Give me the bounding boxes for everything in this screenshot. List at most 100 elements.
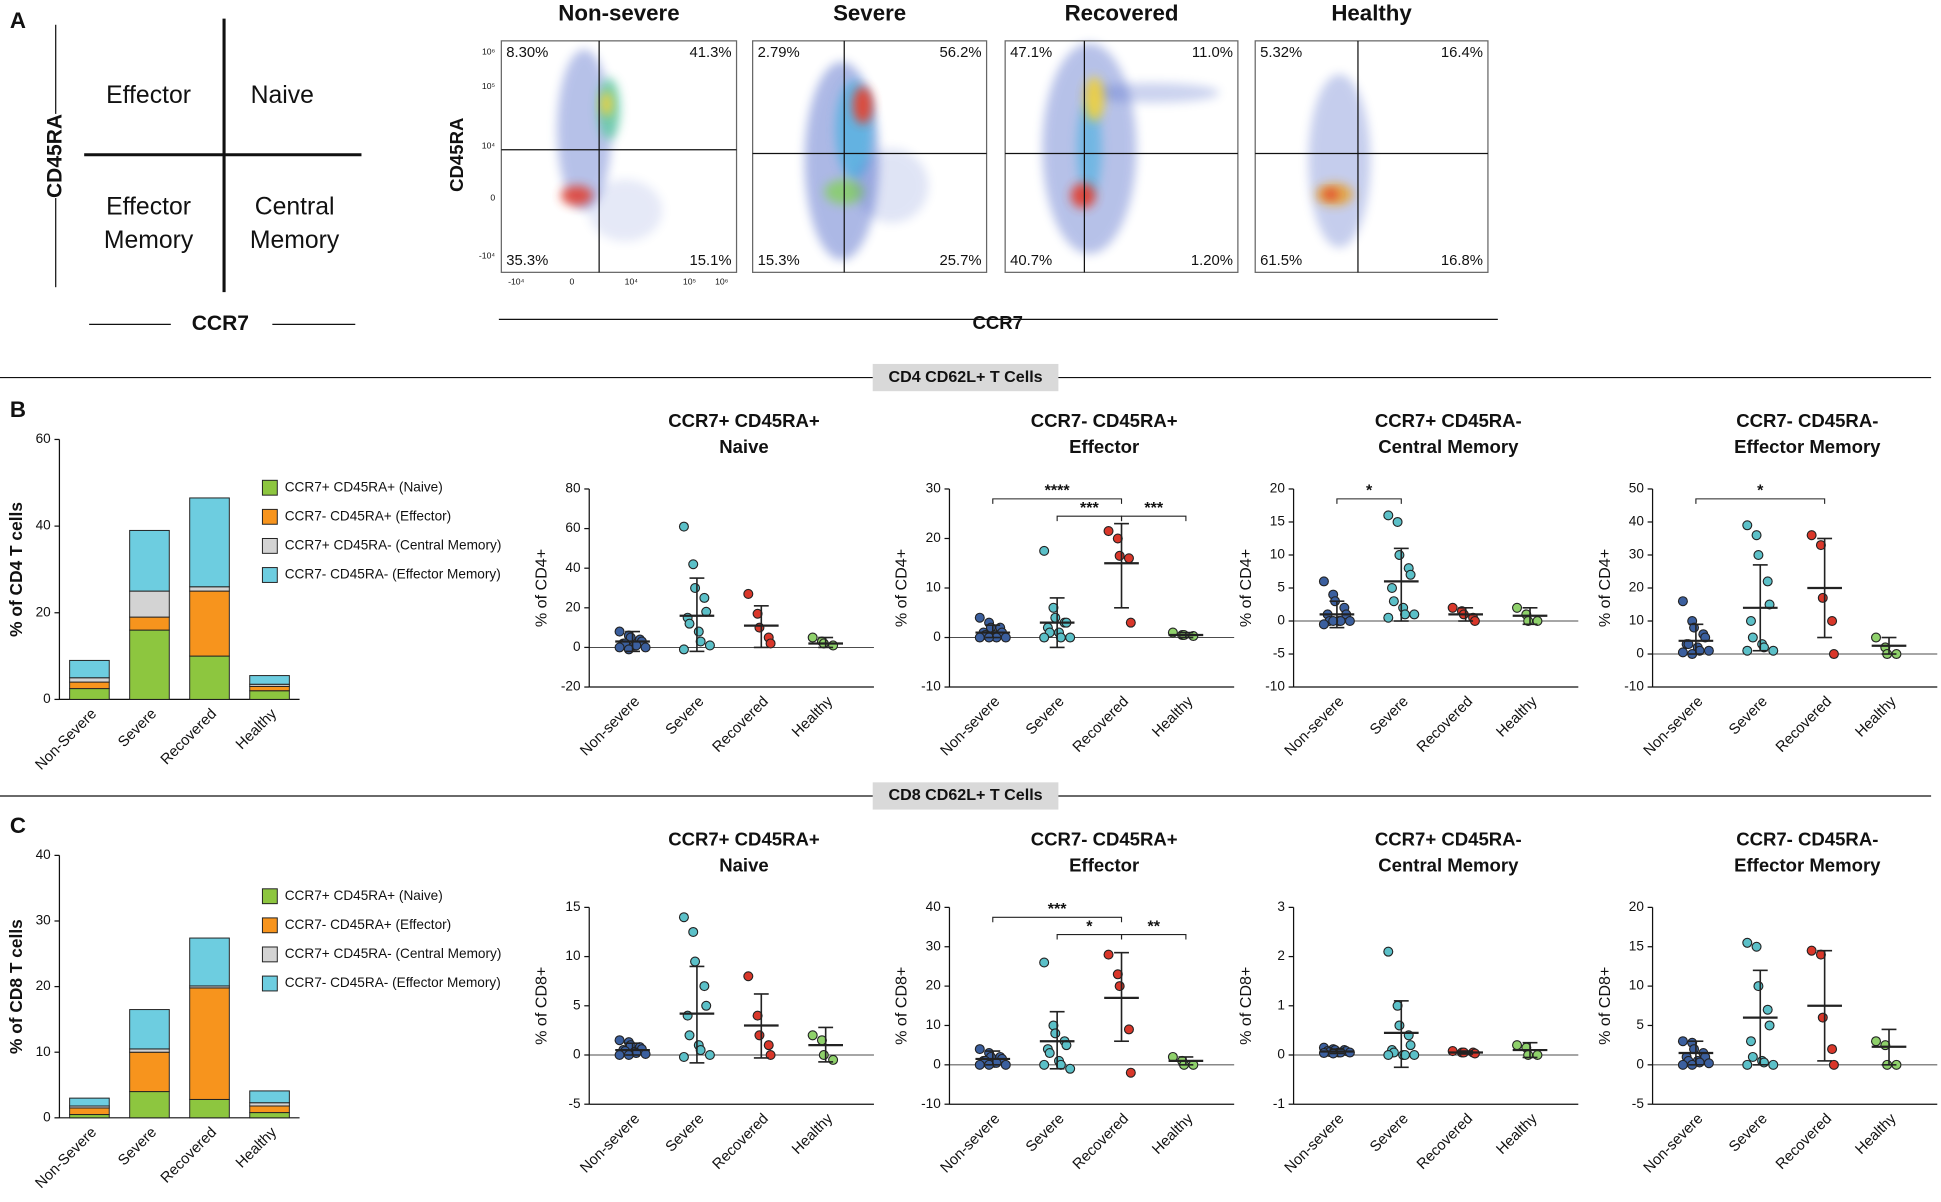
data-point <box>1065 1063 1076 1074</box>
quadrant-percent: 25.7% <box>940 253 982 269</box>
tick-label: Healthy <box>1150 693 1197 740</box>
data-point <box>1050 1028 1061 1039</box>
data-point <box>1870 632 1882 643</box>
data-point <box>1039 545 1050 556</box>
data-point <box>1383 612 1394 623</box>
quadrant-percent: 5.32% <box>1260 45 1302 61</box>
tick-label: Severe <box>1023 1111 1068 1156</box>
legend-label: CCR7+ CD45RA+ (Naive) <box>285 888 443 903</box>
y-tick-label: -10 <box>1624 679 1644 694</box>
axis-title: % of CD8+ <box>1237 967 1255 1045</box>
chart-title: CCR7- CD45RA- <box>1736 410 1878 431</box>
data-point <box>765 638 776 649</box>
tick-label: Non-severe <box>938 694 1004 760</box>
data-point <box>754 1030 765 1041</box>
quadrant-percent: 61.5% <box>1260 253 1302 269</box>
y-tick-label: 30 <box>36 913 52 928</box>
tick-label: Recovered <box>158 1124 220 1186</box>
y-tick-label: 0 <box>1277 1047 1285 1062</box>
data-point <box>1039 1059 1050 1070</box>
quadrant-percent: 41.3% <box>689 45 731 61</box>
data-point <box>690 956 701 967</box>
y-tick-label: 40 <box>1629 514 1645 529</box>
data-point <box>1344 615 1355 627</box>
data-point <box>743 588 754 599</box>
density <box>1070 183 1096 208</box>
density <box>557 49 612 211</box>
tick-label: Healthy <box>233 1124 280 1171</box>
y-tick-label: 10 <box>1629 978 1645 993</box>
data-point <box>614 1049 625 1061</box>
data-point <box>640 642 651 653</box>
legend-swatch <box>261 975 278 992</box>
density <box>1084 76 1105 122</box>
significance-bracket <box>992 498 1123 504</box>
tick-label: Non-severe <box>1282 1111 1348 1177</box>
data-point <box>1039 957 1050 968</box>
flow-tick-label: -10⁴ <box>508 277 525 287</box>
flow-tick-label: 0 <box>569 277 574 287</box>
y-tick-label: 3 <box>1277 899 1285 914</box>
data-point <box>1747 1051 1758 1062</box>
data-point <box>1753 981 1764 992</box>
y-tick-label: 30 <box>926 481 942 496</box>
data-point <box>763 1040 774 1051</box>
data-point <box>684 618 695 629</box>
legend-swatch <box>261 917 278 934</box>
tick-label: Non-severe <box>1282 694 1348 760</box>
y-tick-label: 40 <box>36 847 52 862</box>
data-point <box>678 912 689 923</box>
data-point <box>1827 615 1838 627</box>
data-point <box>1745 1036 1756 1047</box>
flow-box <box>1004 40 1239 273</box>
data-point <box>828 1054 839 1065</box>
data-point <box>1806 530 1817 541</box>
data-point <box>1512 602 1523 613</box>
data-point <box>1447 602 1458 613</box>
bar-segment <box>249 675 290 685</box>
y-tick-label: -10 <box>921 1096 941 1111</box>
chart-title: Naive <box>719 854 768 875</box>
bar-segment <box>129 1091 170 1119</box>
tick-label: Recovered <box>1773 1111 1835 1173</box>
data-point <box>1409 1049 1420 1061</box>
data-point <box>1703 645 1714 656</box>
legend-swatch <box>261 479 278 496</box>
legend-swatch <box>261 946 278 963</box>
tick-label: Healthy <box>1150 1110 1197 1157</box>
axis-label: CCR7 <box>972 312 1023 333</box>
axis-title: % of CD4+ <box>1237 549 1255 627</box>
y-tick-label: 60 <box>36 431 52 446</box>
axis-title: % of CD4+ <box>532 549 550 627</box>
data-point <box>1388 596 1399 607</box>
tick-label: Severe <box>1726 694 1771 739</box>
tick-label: Severe <box>663 1111 708 1156</box>
quadrant-percent: 15.3% <box>758 253 800 269</box>
data-point <box>614 626 625 637</box>
quadrant-percent: 11.0% <box>1192 45 1233 61</box>
significance-label: **** <box>1045 482 1071 500</box>
data-point <box>1383 510 1394 521</box>
y-tick-label: 0 <box>933 629 941 644</box>
y-tick-label: -5 <box>1273 646 1285 661</box>
quadrant-percent: 16.4% <box>1441 45 1483 61</box>
y-tick-label: 40 <box>926 899 942 914</box>
panel-label: A <box>10 8 26 33</box>
bar-segment <box>69 677 110 683</box>
flow-title: Recovered <box>1065 1 1179 26</box>
data-point <box>974 1044 985 1055</box>
y-tick-label: 2 <box>1277 948 1285 963</box>
legend-label: CCR7+ CD45RA+ (Naive) <box>285 479 443 494</box>
bar-segment <box>69 681 110 690</box>
quadrant-label: Effector <box>106 194 191 221</box>
y-tick-label: 15 <box>1629 938 1644 953</box>
legend-swatch <box>261 537 278 554</box>
axis-label: CD45RA <box>446 118 467 192</box>
bar-segment <box>189 655 230 700</box>
y-tick-label: 0 <box>1277 613 1285 628</box>
section-box <box>872 363 1059 392</box>
chart-title: Effector Memory <box>1734 854 1881 875</box>
data-point <box>1409 609 1420 620</box>
data-point <box>1392 516 1403 527</box>
